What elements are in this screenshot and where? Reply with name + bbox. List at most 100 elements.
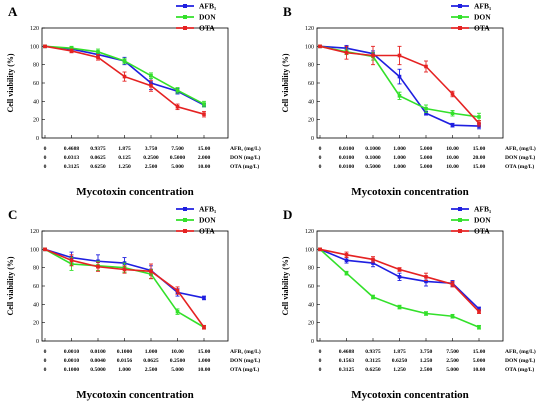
series-line: [319, 248, 480, 328]
y-tick-label: 40: [33, 99, 39, 105]
concentration-value: 10.00: [473, 367, 486, 373]
y-tick-label: 100: [30, 247, 39, 253]
data-point: [149, 73, 153, 78]
concentration-value: 15.00: [473, 349, 486, 355]
concentration-row-name: OTA (mg/L): [505, 163, 534, 170]
plot-frame: [316, 230, 504, 342]
plot-frame: [316, 27, 504, 139]
data-point: [450, 111, 455, 116]
legend-label: AFB₁: [474, 2, 491, 11]
series-ota: [43, 44, 206, 118]
data-point: [69, 258, 74, 263]
data-point: [371, 295, 375, 299]
legend-swatch-marker: [183, 15, 187, 19]
concentration-value: 2.500: [145, 367, 158, 373]
data-point: [424, 279, 428, 284]
concentration-value: 0.3125: [64, 164, 80, 170]
data-point: [96, 55, 100, 60]
legend: AFB₁ DON OTA: [451, 205, 491, 236]
concentration-value: 0: [44, 358, 47, 364]
y-tick-label: 40: [308, 302, 314, 308]
concentration-value: 1.875: [118, 146, 131, 152]
concentration-value: 0.2500: [170, 358, 186, 364]
data-point: [424, 106, 428, 111]
concentration-row-name: DON (mg/L): [230, 357, 260, 364]
concentration-value: 0.6250: [365, 367, 381, 373]
concentration-value: 0.5000: [170, 155, 186, 161]
legend-swatch-marker: [183, 229, 187, 233]
concentration-value: 0.5000: [365, 164, 381, 170]
concentration-value: 0.1563: [339, 358, 355, 364]
chart-svg: B Cell viability (%) 0 20 40 60 80 100 120 AFB₁ DO…: [281, 2, 536, 198]
concentration-table: 0 0.4688 0.9375 1.875 3.750 7.500 15.00 AFB₁ (m…: [44, 145, 261, 170]
concentration-row-name: AFB₁ (mg/L): [505, 145, 536, 152]
concentration-value: 1.250: [420, 358, 433, 364]
legend-label: OTA: [199, 24, 215, 33]
data-point: [96, 264, 100, 269]
concentration-row-name: OTA (mg/L): [230, 366, 259, 373]
data-point: [371, 257, 375, 262]
data-point: [122, 267, 127, 272]
data-point: [424, 64, 428, 69]
y-tick-label: 80: [33, 266, 39, 272]
y-axis-label: Cell viability (%): [6, 256, 15, 315]
concentration-value: 0: [319, 164, 322, 170]
data-point: [318, 247, 322, 252]
concentration-value: 0: [44, 367, 47, 373]
concentration-value: 0.1000: [365, 146, 381, 152]
concentration-value: 0.2500: [143, 155, 159, 161]
y-tick-label: 60: [33, 284, 39, 290]
panel-letter: A: [8, 4, 18, 19]
concentration-value: 0: [44, 155, 47, 161]
concentration-value: 0.9375: [365, 349, 381, 355]
chart-svg: A Cell viability (%) 0 20 40 60 80 100 120 AFB₁ DO…: [6, 2, 261, 198]
concentration-value: 0.9375: [90, 146, 106, 152]
y-tick-label: 80: [308, 63, 314, 69]
panel-b: B Cell viability (%) 0 20 40 60 80 100 120 AFB₁ DO…: [275, 0, 550, 202]
concentration-value: 1.000: [393, 164, 406, 170]
concentration-value: 0.4688: [64, 146, 80, 152]
concentration-value: 0: [319, 367, 322, 373]
legend-label: AFB₁: [199, 205, 216, 214]
concentration-row-name: AFB₁ (mg/L): [505, 348, 536, 355]
legend-swatch-marker: [458, 218, 462, 222]
y-tick-label: 100: [305, 247, 314, 253]
legend-swatch-marker: [183, 4, 187, 8]
data-point: [175, 105, 180, 109]
data-point: [43, 44, 47, 49]
concentration-value: 2.000: [198, 155, 211, 161]
data-point: [397, 74, 402, 79]
concentration-value: 0.6250: [90, 164, 106, 170]
concentration-value: 0.0313: [64, 155, 80, 161]
concentration-value: 1.250: [118, 164, 131, 170]
legend-swatch-marker: [183, 207, 187, 211]
legend-swatch-marker: [458, 15, 462, 19]
concentration-value: 15.00: [198, 349, 211, 355]
data-point: [318, 44, 322, 49]
concentration-value: 15.00: [473, 146, 486, 152]
legend-swatch-marker: [183, 218, 187, 222]
concentration-value: 0.0100: [90, 349, 106, 355]
concentration-value: 0.0100: [339, 155, 355, 161]
legend-label: DON: [199, 216, 216, 225]
concentration-value: 0.3125: [365, 358, 381, 364]
data-point: [175, 88, 180, 93]
concentration-value: 1.000: [118, 367, 131, 373]
data-point: [397, 305, 402, 309]
y-tick-label: 120: [30, 26, 39, 32]
data-point: [149, 269, 153, 274]
chart-svg: D Cell viability (%) 0 20 40 60 80 100 120 AFB₁ DO…: [281, 205, 536, 401]
x-axis-label: Mycotoxin concentration: [351, 186, 469, 198]
data-point: [371, 53, 375, 58]
legend-label: OTA: [474, 24, 490, 33]
data-point: [43, 247, 47, 252]
data-point: [450, 92, 455, 96]
concentration-value: 0.1000: [365, 155, 381, 161]
data-point: [344, 253, 349, 257]
concentration-row-name: AFB₁ (mg/L): [230, 348, 261, 355]
data-point: [477, 325, 481, 330]
legend: AFB₁ DON OTA: [176, 2, 216, 33]
concentration-value: 0.0625: [90, 155, 106, 161]
y-tick-label: 0: [36, 136, 39, 142]
data-point: [69, 49, 74, 53]
